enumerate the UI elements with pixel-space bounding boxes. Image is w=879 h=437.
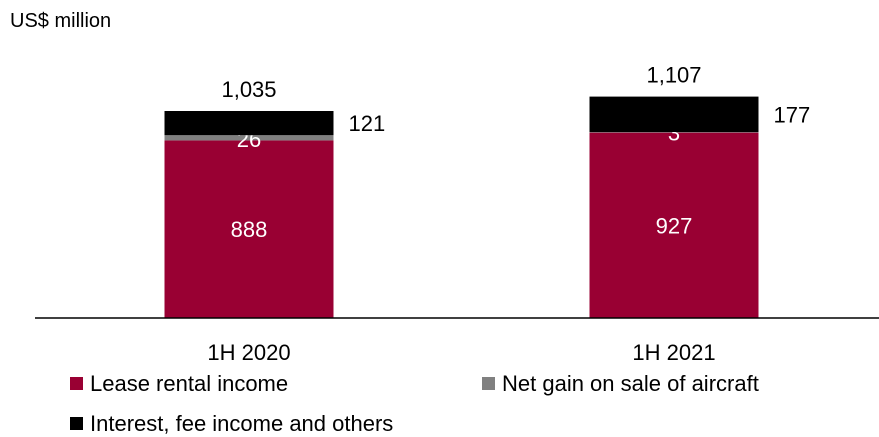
bar-interest-fee-income-and-others-1h-2020: [164, 111, 334, 136]
total-label-1h-2021: 1,107: [646, 63, 701, 88]
category-label-1h-2020: 1H 2020: [207, 340, 290, 365]
bar-lease-rental-income-1h-2021: [589, 132, 759, 318]
bar-lease-rental-income-1h-2020: [164, 140, 334, 318]
legend-swatch-interest-fee: [70, 416, 83, 430]
legend-item-interest-fee: Interest, fee income and others: [70, 411, 393, 437]
bar-net-gain-on-sale-of-aircraft-1h-2020: [164, 135, 334, 141]
data-label-interest-fee-income-and-others-1h-2021: 177: [774, 102, 811, 127]
legend-swatch-net-gain: [482, 376, 495, 390]
data-label-lease-rental-income-1h-2020: 888: [231, 217, 268, 242]
data-label-interest-fee-income-and-others-1h-2020: 121: [349, 111, 386, 136]
legend-label-net-gain: Net gain on sale of aircraft: [502, 371, 759, 396]
legend-item-net-gain: Net gain on sale of aircraft: [482, 371, 759, 397]
bar-interest-fee-income-and-others-1h-2021: [589, 96, 759, 132]
total-label-1h-2020: 1,035: [221, 77, 276, 102]
data-label-lease-rental-income-1h-2021: 927: [656, 213, 693, 238]
unit-label: US$ million: [10, 10, 112, 32]
category-label-1h-2021: 1H 2021: [632, 340, 715, 365]
legend-item-lease-rental: Lease rental income: [70, 371, 288, 397]
bar-net-gain-on-sale-of-aircraft-1h-2021: [589, 132, 759, 133]
legend-swatch-lease-rental: [70, 376, 83, 390]
legend-label-lease-rental: Lease rental income: [90, 371, 289, 396]
legend-label-interest-fee: Interest, fee income and others: [90, 411, 394, 436]
